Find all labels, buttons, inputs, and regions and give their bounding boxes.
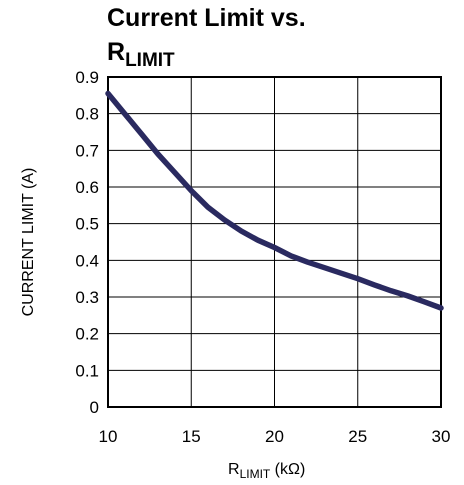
x-axis-label-subscript: LIMIT: [240, 467, 271, 481]
y-tick-label-0: 0: [90, 398, 99, 417]
x-tick-label-4: 30: [432, 427, 451, 446]
chart-title-line2: RLIMIT: [107, 38, 175, 71]
chart-title-main: R: [107, 38, 125, 66]
y-tick-label-7: 0.7: [75, 141, 99, 160]
x-tick-labels: 10 15 20 25 30: [99, 427, 451, 446]
plot-frame: [107, 76, 442, 408]
x-axis-label: RLIMIT (kΩ): [228, 461, 305, 481]
y-tick-label-3: 0.3: [75, 288, 99, 307]
x-tick-label-1: 15: [182, 427, 201, 446]
x-tick-label-0: 10: [99, 427, 118, 446]
y-tick-label-5: 0.5: [75, 215, 99, 234]
y-tick-label-6: 0.6: [75, 178, 99, 197]
y-axis-label: CURRENT LIMIT (A): [20, 168, 37, 317]
x-tick-label-3: 25: [348, 427, 367, 446]
series-line-0: [105, 90, 444, 311]
x-tick-label-2: 20: [265, 427, 284, 446]
chart-title-line1: Current Limit vs.: [107, 4, 306, 32]
series-group: [105, 90, 444, 311]
chart-title-subscript: LIMIT: [125, 50, 175, 71]
y-tick-label-2: 0.2: [75, 325, 99, 344]
y-tick-label-9: 0.9: [75, 68, 99, 87]
y-tick-label-1: 0.1: [75, 361, 99, 380]
y-tick-label-4: 0.4: [75, 251, 99, 270]
y-tick-label-8: 0.8: [75, 105, 99, 124]
x-axis-label-main: R: [228, 461, 240, 478]
x-axis-label-unit: (kΩ): [270, 461, 305, 478]
grid-lines: [107, 76, 442, 408]
y-tick-labels: 0 0.1 0.2 0.3 0.4 0.5 0.6 0.7 0.8 0.9: [75, 68, 99, 417]
